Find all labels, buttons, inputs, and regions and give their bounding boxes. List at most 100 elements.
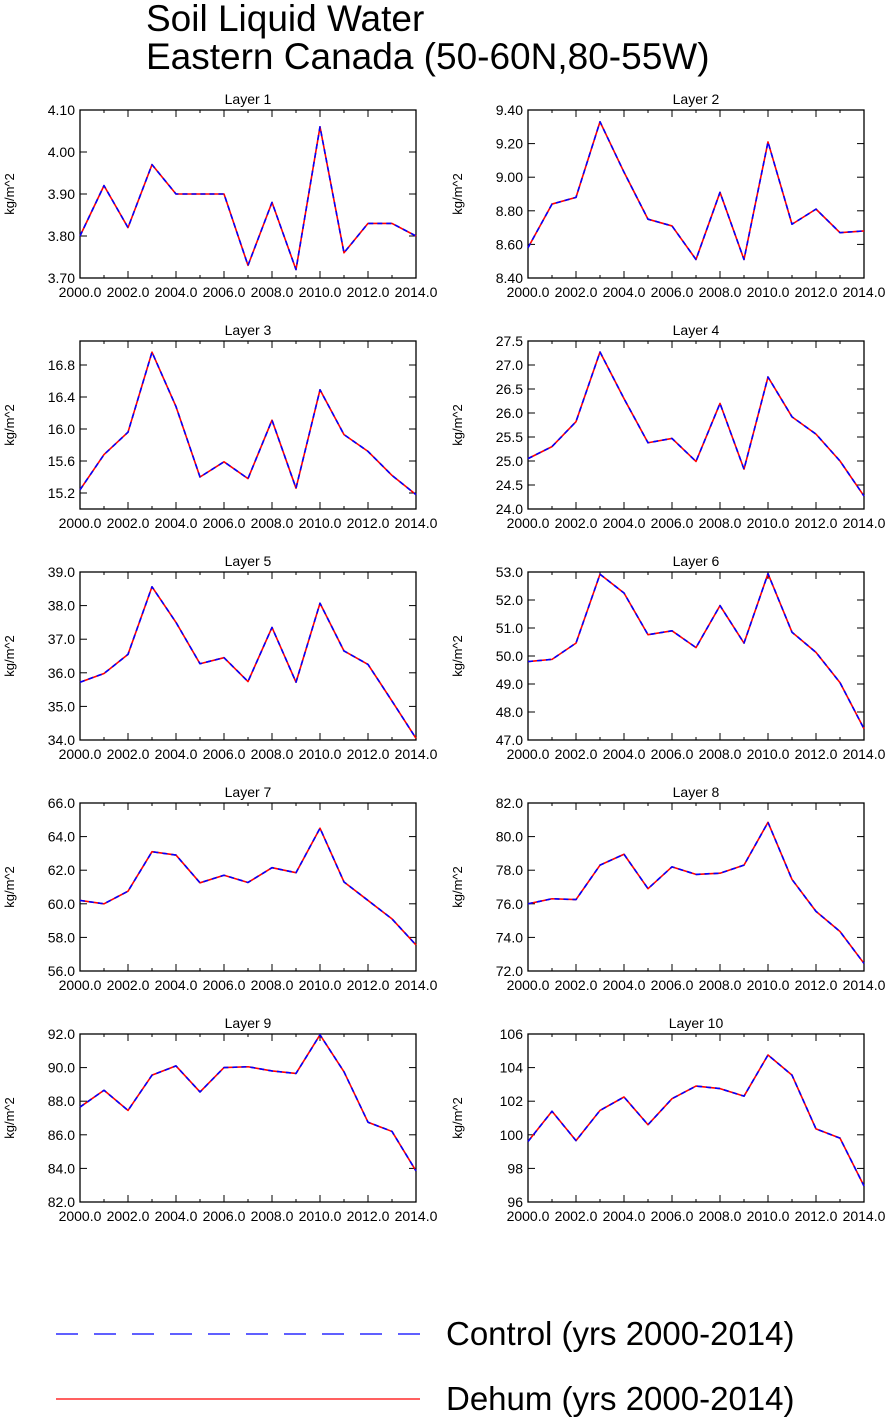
y-tick-label: 3.70 (48, 270, 75, 286)
x-tick-label: 2012.0 (347, 515, 390, 531)
data-point (79, 235, 81, 237)
x-tick-label: 2000.0 (507, 515, 550, 531)
data-point (247, 264, 249, 266)
y-tick-label: 98 (507, 1160, 523, 1176)
data-point (695, 258, 697, 260)
y-tick-label: 38.0 (48, 598, 75, 614)
y-tick-label: 4.10 (48, 102, 75, 118)
x-tick-label: 2008.0 (699, 515, 742, 531)
y-tick-label: 72.0 (496, 963, 523, 979)
data-point (695, 460, 697, 462)
plot-frame (527, 109, 865, 279)
y-tick-label: 4.00 (48, 144, 75, 160)
x-tick-label: 2002.0 (555, 515, 598, 531)
data-point (127, 890, 129, 892)
data-point (271, 419, 273, 421)
y-tick-label: 84.0 (48, 1160, 75, 1176)
data-point (79, 1106, 81, 1108)
data-point (295, 487, 297, 489)
series-line-control (79, 1034, 417, 1172)
data-point (671, 866, 673, 868)
panel-title: Layer 9 (225, 1015, 272, 1031)
data-point (199, 476, 201, 478)
data-point (599, 864, 601, 866)
data-point (199, 882, 201, 884)
y-tick-label: 66.0 (48, 795, 75, 811)
data-point (551, 445, 553, 447)
x-tick-label: 2004.0 (603, 284, 646, 300)
panel-title: Layer 5 (225, 553, 272, 569)
data-point (271, 201, 273, 203)
y-tick-label: 35.0 (48, 698, 75, 714)
data-point (551, 658, 553, 660)
data-point (175, 193, 177, 195)
data-point (863, 962, 865, 964)
data-point (247, 1066, 249, 1068)
legend-control-label: Control (yrs 2000-2014) (446, 1315, 795, 1352)
x-tick-label: 2008.0 (699, 1208, 742, 1224)
legend-dehum-label: Dehum (yrs 2000-2014) (446, 1380, 795, 1417)
x-tick-label: 2012.0 (347, 1208, 390, 1224)
x-tick-label: 2012.0 (795, 746, 838, 762)
y-tick-label: 106 (500, 1026, 524, 1042)
x-tick-label: 2002.0 (107, 515, 150, 531)
chart-panel-7: Layer 7 56.0 58.0 60.0 62.0 64.0 66.0 2000.0 200… (2, 784, 438, 993)
y-tick-label: 16.0 (48, 421, 75, 437)
data-point (839, 460, 841, 462)
data-point (575, 196, 577, 198)
y-tick-label: 58.0 (48, 929, 75, 945)
data-point (295, 681, 297, 683)
x-tick-label: 2008.0 (251, 284, 294, 300)
y-tick-label: 15.6 (48, 453, 75, 469)
y-tick-label: 24.0 (496, 501, 523, 517)
x-tick-label: 2002.0 (107, 746, 150, 762)
data-point (103, 672, 105, 674)
data-point (127, 431, 129, 433)
y-tick-label: 78.0 (496, 862, 523, 878)
data-point (295, 1072, 297, 1074)
y-axis-label: kg/m^2 (450, 866, 465, 908)
data-point (815, 910, 817, 912)
y-axis-label: kg/m^2 (2, 1097, 17, 1139)
series-line-control (79, 351, 417, 496)
y-tick-label: 53.0 (496, 564, 523, 580)
data-point (175, 621, 177, 623)
y-tick-label: 62.0 (48, 862, 75, 878)
x-tick-label: 2012.0 (795, 284, 838, 300)
x-tick-label: 2008.0 (251, 746, 294, 762)
y-tick-label: 88.0 (48, 1093, 75, 1109)
data-point (319, 602, 321, 604)
series-line-control (79, 827, 417, 946)
data-point (247, 680, 249, 682)
y-tick-label: 49.0 (496, 676, 523, 692)
y-tick-label: 8.80 (496, 203, 523, 219)
y-tick-label: 16.4 (48, 389, 75, 405)
x-tick-label: 2014.0 (395, 515, 438, 531)
data-point (647, 442, 649, 444)
data-point (623, 592, 625, 594)
x-tick-label: 2002.0 (107, 1208, 150, 1224)
data-point (367, 450, 369, 452)
data-point (343, 650, 345, 652)
x-tick-label: 2006.0 (651, 284, 694, 300)
data-point (863, 230, 865, 232)
data-point (599, 573, 601, 575)
y-axis-label: kg/m^2 (2, 866, 17, 908)
data-point (551, 1110, 553, 1112)
x-tick-label: 2010.0 (299, 284, 342, 300)
y-tick-label: 104 (500, 1060, 524, 1076)
y-tick-label: 39.0 (48, 564, 75, 580)
plot-frame (527, 571, 865, 741)
plot-frame (79, 109, 417, 279)
x-tick-label: 2006.0 (651, 977, 694, 993)
data-point (343, 1071, 345, 1073)
y-tick-label: 82.0 (48, 1194, 75, 1210)
data-point (391, 474, 393, 476)
panel-title: Layer 8 (673, 784, 720, 800)
y-tick-label: 9.40 (496, 102, 523, 118)
data-point (767, 572, 769, 574)
y-tick-label: 47.0 (496, 732, 523, 748)
data-point (391, 700, 393, 702)
y-tick-label: 50.0 (496, 648, 523, 664)
data-point (623, 171, 625, 173)
